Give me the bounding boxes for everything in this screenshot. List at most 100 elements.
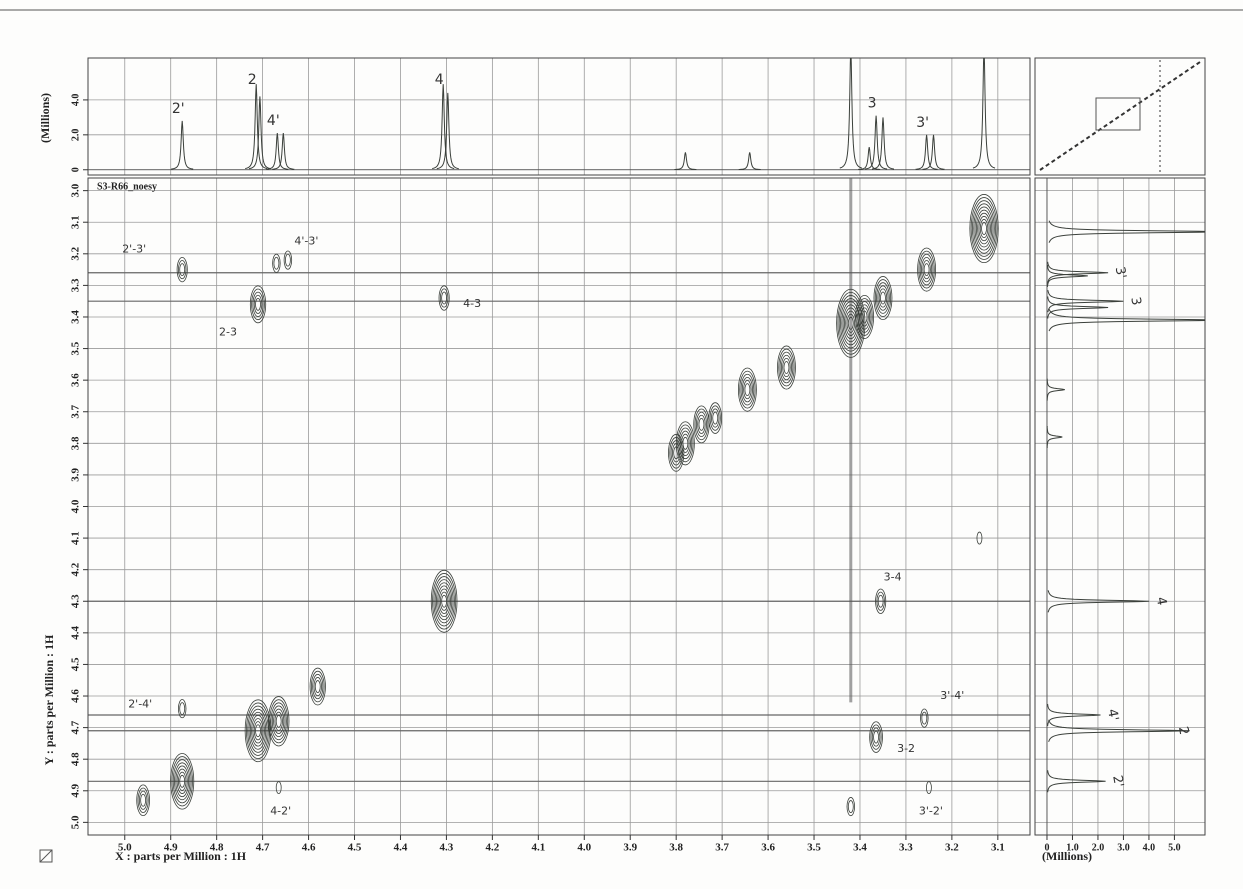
side-peak <box>1048 719 1190 742</box>
side-peak <box>1047 703 1101 727</box>
top-y-tick-label: 4.0 <box>70 94 81 107</box>
top-spectrum <box>171 58 996 170</box>
top-peak <box>171 120 194 170</box>
x-tick-label: 3.2 <box>945 842 959 854</box>
contour-ring <box>313 677 322 697</box>
side-peak-label: 4 <box>1153 596 1169 607</box>
contour-ring <box>921 256 933 283</box>
contour-ring <box>312 673 324 700</box>
y-tick-label: 4.5 <box>70 657 82 671</box>
contour-ring <box>269 699 289 744</box>
contour-ring <box>741 376 753 403</box>
contour-ring <box>253 294 263 314</box>
side-peak-label: 3 <box>1127 296 1143 307</box>
contour-ring <box>855 294 874 339</box>
contour-ring <box>248 708 268 753</box>
side-x-tick-label: 1.0 <box>1066 842 1079 853</box>
contour-ring <box>740 373 755 406</box>
contour-ring <box>247 705 269 756</box>
top-peak <box>872 117 894 170</box>
contour-ring <box>283 250 293 270</box>
cross-peak-label: 3'-2' <box>919 805 943 818</box>
contour-ring <box>436 582 453 621</box>
contour-ring <box>179 702 186 716</box>
top-peak <box>248 96 271 170</box>
contour-ring <box>679 430 691 456</box>
contour-ring <box>136 784 150 817</box>
contour-ring <box>251 288 265 321</box>
contour-ring <box>857 301 872 333</box>
side-x-tick-label: 5.0 <box>1168 842 1181 853</box>
contour-ring <box>275 781 282 795</box>
x-tick-label: 3.9 <box>623 842 637 854</box>
contour-ring <box>175 765 190 798</box>
contour-ring <box>682 436 689 450</box>
contour-ring <box>921 711 928 725</box>
top-peak-label: 3 <box>868 96 877 112</box>
x-tick-label: 4.0 <box>577 842 591 854</box>
contour-ring <box>172 759 192 804</box>
contour-ring <box>437 585 451 618</box>
contour-ring <box>695 411 707 438</box>
top-peak <box>738 152 761 170</box>
side-peak <box>1047 590 1149 613</box>
contour-ring <box>272 253 281 273</box>
contour-ring <box>176 768 188 794</box>
contour-ring <box>861 310 868 324</box>
cross-peak-label: 2'-4' <box>128 698 152 711</box>
y-tick-label: 4.2 <box>70 562 82 576</box>
y-tick-label: 3.5 <box>70 341 82 355</box>
top-peak <box>245 84 268 170</box>
top-y-tick-label: 0 <box>70 167 81 172</box>
contour-ring <box>170 753 195 810</box>
contour-ring <box>847 800 854 813</box>
dataset-name: S3-R66_noesy <box>97 181 157 192</box>
top-y-label: (Millions) <box>38 93 52 143</box>
x-tick-label: 4.1 <box>531 842 545 854</box>
contour-ring <box>249 285 267 324</box>
contour-ring <box>873 730 879 744</box>
top-peak <box>674 152 697 170</box>
contour-ring <box>926 781 932 795</box>
contour-ring <box>171 756 193 807</box>
contour-ring <box>780 354 792 381</box>
contour-ring <box>979 219 989 239</box>
contour-ring <box>973 203 995 254</box>
contour-ring <box>694 408 709 441</box>
contour-ring <box>177 260 187 280</box>
y-tick-label: 3.6 <box>70 373 82 387</box>
contour-ring <box>837 291 865 355</box>
corner-icon <box>39 849 53 863</box>
contour-ring <box>711 408 720 428</box>
contour-ring <box>270 702 287 741</box>
y-tick-label: 5.0 <box>70 815 82 829</box>
contour-ring <box>878 288 888 308</box>
contour-ring <box>870 724 882 750</box>
side-peak-label: 4' <box>1104 708 1121 722</box>
contour-ring <box>267 696 290 747</box>
x-tick-label: 4.8 <box>210 842 224 854</box>
x-tick-label: 4.3 <box>440 842 454 854</box>
side-peak <box>1048 308 1205 332</box>
side-x-tick-label: 4.0 <box>1143 842 1156 853</box>
contour-ring <box>877 285 889 311</box>
contour-ring <box>273 256 280 270</box>
y-tick-label: 3.7 <box>70 404 82 418</box>
contour-ring <box>251 715 265 747</box>
grid <box>88 58 1205 835</box>
cross-peak-label: 3-4 <box>884 570 902 583</box>
contour-ring <box>698 417 705 431</box>
contour-ring <box>709 405 721 431</box>
contour-ring <box>846 797 855 817</box>
contour-ring <box>739 370 756 409</box>
contour-ring <box>249 711 267 750</box>
top-peak-label: 4' <box>267 113 280 129</box>
cross-peak-label: 4'-3' <box>294 234 318 247</box>
x-tick-label: 4.5 <box>348 842 362 854</box>
x-tick-label: 4.2 <box>485 842 499 854</box>
contour-ring <box>681 433 690 453</box>
top-peak <box>266 133 289 170</box>
contour-ring <box>708 402 723 434</box>
contour-ring <box>275 714 282 728</box>
contour-ring <box>975 209 993 248</box>
